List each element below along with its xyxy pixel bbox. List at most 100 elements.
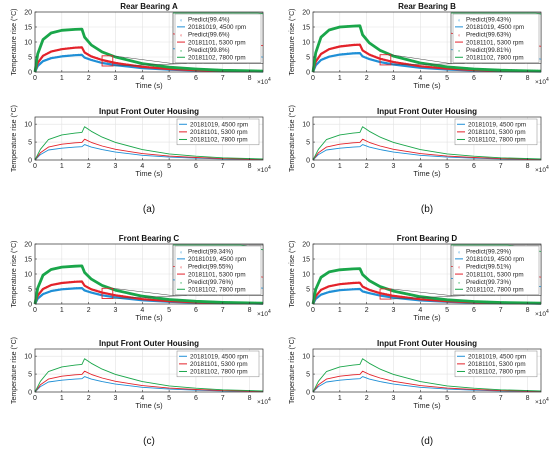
x-tick-label: 0: [311, 163, 315, 170]
x-tick-label: 1: [338, 75, 342, 82]
inset-series: [173, 12, 264, 15]
axes-frame: [312, 116, 542, 161]
y-axis-label: Temperature rise (°C): [10, 105, 18, 172]
series-predict-markers: [312, 51, 542, 72]
zoom-region: [379, 54, 392, 66]
y-tick-label: 15: [302, 256, 310, 263]
legend-entry: 20181102, 7800 rpm: [468, 369, 526, 376]
x-multiplier-base: ×10: [257, 311, 268, 318]
zoom-region: [379, 288, 392, 300]
x-axis-label: Time (s): [413, 313, 441, 322]
legend-entry: 20181019, 4500 rpm: [468, 121, 526, 128]
legend-entry: 20181019, 4500 rpm: [188, 24, 246, 31]
y-tick-label: 0: [306, 69, 310, 76]
x-tick-label: 7: [221, 395, 225, 402]
legend-box: [176, 350, 260, 378]
legend-entry: 20181101, 5300 rpm: [188, 271, 246, 278]
legend-entry: 20181019, 4500 rpm: [468, 353, 526, 360]
legend-entry: Predict(99.81%): [466, 47, 511, 54]
legend-entry: 20181019, 4500 rpm: [188, 256, 246, 263]
x-multiplier: ×104: [257, 77, 271, 86]
x-multiplier: ×104: [257, 165, 271, 174]
legend-entry: 20181101, 5300 rpm: [466, 39, 524, 46]
x-tick-label: 0: [311, 395, 315, 402]
x-tick-label: 3: [114, 395, 118, 402]
x-tick-label: 2: [87, 75, 91, 82]
x-tick-label: 1: [338, 163, 342, 170]
y-tick-label: 5: [28, 286, 32, 293]
x-axis-label: Time (s): [135, 401, 163, 410]
legend-box: [454, 350, 538, 378]
legend-marker-predict: ◦: [180, 48, 182, 55]
y-tick-label: 10: [302, 39, 310, 46]
x-axis-label: Time (s): [413, 81, 441, 90]
x-multiplier: ×104: [535, 77, 549, 86]
x-tick-label: 2: [365, 307, 369, 314]
zoom-connector: [390, 288, 452, 296]
legend-box: [454, 118, 538, 146]
x-tick-label: 5: [167, 395, 171, 402]
y-tick-label: 20: [24, 9, 32, 16]
series-line: [34, 358, 264, 393]
x-tick-label: 6: [194, 75, 198, 82]
legend-marker-predict: ◦: [458, 249, 460, 256]
axes-title: Input Front Outer Housing: [99, 107, 199, 116]
y-axis-label: Temperature rise (°C): [10, 241, 18, 308]
y-tick-label: 5: [28, 139, 32, 146]
series-predict-markers: [312, 281, 542, 304]
legend-entry: Predict(99.34%): [188, 248, 233, 255]
y-tick-label: 10: [24, 354, 32, 361]
y-tick-label: 15: [24, 24, 32, 31]
axes-frame: [34, 348, 264, 393]
x-tick-label: 6: [472, 75, 476, 82]
x-tick-label: 3: [392, 163, 396, 170]
legend-marker-predict: ◦: [180, 33, 182, 40]
x-axis-label: Time (s): [135, 81, 163, 90]
legend-entry: 20181102, 7800 rpm: [190, 137, 248, 144]
x-tick-label: 2: [365, 163, 369, 170]
series-predict-markers: [34, 280, 264, 304]
y-tick-label: 10: [24, 39, 32, 46]
y-tick-label: 20: [24, 241, 32, 248]
panel-tag: (b): [421, 204, 433, 215]
x-tick-label: 3: [114, 307, 118, 314]
x-multiplier-exponent: 4: [546, 397, 549, 403]
x-multiplier: ×104: [257, 397, 271, 406]
x-tick-label: 1: [338, 395, 342, 402]
series-line: [34, 376, 264, 393]
x-tick-label: 5: [167, 307, 171, 314]
panel-tag: (c): [143, 436, 155, 447]
x-tick-label: 1: [60, 395, 64, 402]
y-tick-label: 0: [28, 69, 32, 76]
series-line: [34, 144, 264, 161]
x-multiplier: ×104: [535, 165, 549, 174]
legend: ◦ Predict(99.29%)20181019, 4500 rpm ◦ Predi…: [452, 245, 540, 295]
legend-entry: 20181102, 7800 rpm: [466, 286, 524, 293]
series-line: [34, 138, 264, 161]
x-tick-label: 4: [140, 307, 144, 314]
legend-marker-predict: ◦: [180, 249, 182, 256]
series-line: [311, 24, 542, 73]
x-multiplier-exponent: 4: [268, 165, 271, 171]
x-axis-label: Time (s): [413, 169, 441, 178]
legend-entry: 20181102, 7800 rpm: [190, 369, 248, 376]
legend-box: [174, 245, 262, 295]
x-tick-label: 7: [221, 163, 225, 170]
y-tick-label: 0: [28, 157, 32, 164]
zoom-connector: [390, 63, 465, 66]
legend-entry: 20181101, 5300 rpm: [466, 271, 524, 278]
y-tick-label: 5: [306, 54, 310, 61]
legend-marker-predict: ◦: [458, 17, 460, 24]
y-tick-label: 10: [24, 271, 32, 278]
series-line: [34, 126, 264, 161]
zoom-connector: [112, 55, 174, 64]
series-line: [33, 46, 264, 73]
axes-title: Input Front Outer Housing: [99, 339, 199, 348]
x-tick-label: 7: [221, 75, 225, 82]
y-axis-label: Temperature rise (°C): [288, 337, 296, 404]
x-tick-label: 5: [445, 307, 449, 314]
x-multiplier: ×104: [535, 397, 549, 406]
